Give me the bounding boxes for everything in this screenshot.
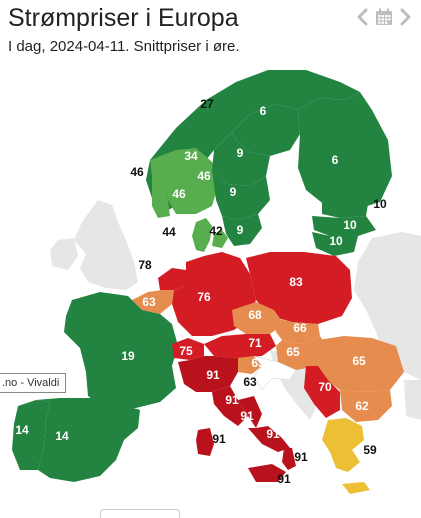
chevron-left-icon (357, 8, 368, 26)
label-lt: 10 (329, 234, 343, 248)
region-fi[interactable] (298, 92, 392, 210)
label-ee: 10 (373, 197, 387, 211)
bottom-panel-tab[interactable] (100, 509, 180, 518)
calendar-icon (376, 8, 392, 25)
label-no-south: 46 (172, 187, 186, 201)
label-dk-east: 42 (209, 224, 223, 238)
label-it-calab: 91 (294, 450, 308, 464)
region-ro[interactable] (316, 336, 404, 392)
label-no-north: 27 (200, 97, 214, 111)
region-lv[interactable] (312, 216, 376, 236)
chevron-right-icon (400, 8, 411, 26)
label-ro: 65 (352, 354, 366, 368)
label-no-east: 46 (197, 169, 211, 183)
calendar-button[interactable] (373, 6, 395, 28)
region-pt[interactable] (12, 400, 50, 470)
label-it-csud: 91 (240, 409, 254, 423)
label-be: 63 (142, 295, 156, 309)
label-sk: 66 (293, 321, 307, 335)
region-gr-crete (342, 482, 370, 494)
label-fr: 19 (121, 349, 135, 363)
region-se-se4[interactable] (222, 214, 262, 246)
label-hr: 63 (243, 375, 257, 389)
region-it-sard[interactable] (196, 428, 214, 456)
label-it-sard: 91 (212, 432, 226, 446)
region-bg[interactable] (340, 390, 392, 422)
region-at[interactable] (204, 334, 276, 358)
region-se-se2[interactable] (212, 132, 270, 186)
label-dk-west: 44 (162, 225, 176, 239)
label-rs: 70 (318, 380, 332, 394)
region-sk[interactable] (274, 318, 320, 344)
label-no-mid: 34 (184, 149, 198, 163)
region-cz[interactable] (232, 302, 284, 334)
page-subtitle: I dag, 2024-04-11. Snittpriser i øre. (8, 38, 240, 55)
label-no-west: 46 (130, 165, 144, 179)
region-rs[interactable] (304, 366, 340, 418)
label-at: 71 (248, 336, 262, 350)
region-es[interactable] (36, 398, 140, 482)
label-ch: 75 (179, 344, 193, 358)
label-se-se3: 9 (230, 185, 237, 199)
region-se-se3[interactable] (212, 170, 270, 220)
label-hu: 65 (286, 345, 300, 359)
region-fr[interactable] (64, 292, 178, 408)
label-se-se1: 6 (260, 104, 267, 118)
region-se-se1[interactable] (232, 104, 300, 156)
region-it-north[interactable] (178, 356, 238, 392)
map-attribution[interactable]: .no - Vivaldi (0, 373, 67, 393)
region-hr[interactable] (253, 355, 297, 391)
label-nl: 78 (138, 258, 152, 272)
region-it-cnor[interactable] (212, 386, 248, 426)
label-gr: 59 (363, 443, 377, 457)
label-bg: 62 (355, 399, 369, 413)
label-de: 76 (197, 290, 211, 304)
region-it-sic[interactable] (248, 464, 286, 482)
next-day-button[interactable] (395, 6, 417, 28)
label-it-cnor: 91 (225, 393, 239, 407)
region-it-calab[interactable] (282, 448, 296, 470)
region-ch[interactable] (172, 338, 204, 360)
label-pt: 14 (15, 423, 29, 437)
label-it-sic: 91 (277, 472, 291, 486)
price-labels: 27 6 6 9 34 46 46 46 9 9 44 42 10 10 10 … (15, 97, 387, 486)
previous-day-button[interactable] (351, 6, 373, 28)
region-it-csud[interactable] (238, 396, 262, 428)
region-no-west[interactable] (152, 176, 170, 218)
region-nl[interactable] (158, 268, 186, 290)
label-it-sud: 91 (266, 427, 280, 441)
label-fi: 6 (332, 153, 339, 167)
label-lv: 10 (343, 218, 357, 232)
label-se-se4: 9 (237, 223, 244, 237)
label-it-north: 91 (206, 368, 220, 382)
region-gr[interactable] (322, 418, 364, 472)
region-it-sud[interactable] (248, 426, 290, 452)
label-se-se2: 9 (237, 146, 244, 160)
region-be[interactable] (132, 290, 174, 314)
label-cz: 68 (248, 308, 262, 322)
region-lt[interactable] (312, 232, 358, 256)
region-ee[interactable] (322, 196, 368, 218)
region-dk-west[interactable] (192, 218, 212, 252)
label-pl: 83 (289, 275, 303, 289)
page-title: Strømpriser i Europa (8, 4, 239, 32)
region-si[interactable] (238, 356, 262, 374)
label-es: 14 (55, 429, 69, 443)
label-si: 63 (251, 356, 265, 370)
region-dk-east[interactable] (212, 230, 228, 248)
region-pl[interactable] (246, 252, 352, 324)
price-map[interactable]: 27 6 6 9 34 46 46 46 9 9 44 42 10 10 10 … (0, 60, 421, 517)
